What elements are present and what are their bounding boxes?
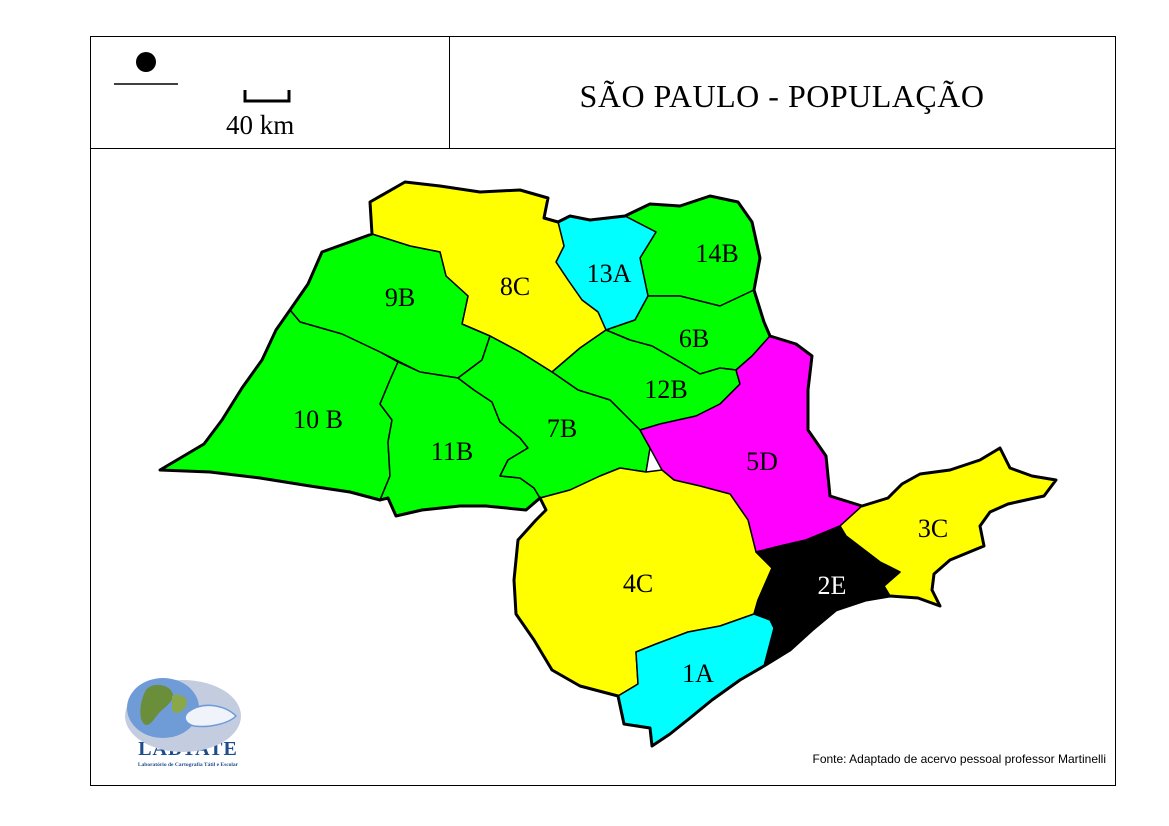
- label-5D: 5D: [746, 447, 778, 476]
- scale-bar: [243, 90, 291, 103]
- label-8C: 8C: [500, 272, 530, 301]
- label-11B: 11B: [431, 437, 473, 466]
- state-outline: [158, 180, 1058, 748]
- label-10B: 10 B: [293, 405, 343, 434]
- label-4C: 4C: [623, 569, 653, 598]
- label-12B: 12B: [644, 375, 687, 404]
- map-frame: [90, 36, 1116, 786]
- label-3C: 3C: [918, 514, 948, 543]
- scale-label: 40 km: [226, 110, 295, 140]
- source-note: Fonte: Adaptado de acervo pessoal profes…: [812, 752, 1106, 766]
- label-7B: 7B: [547, 414, 577, 443]
- label-2E: 2E: [818, 571, 847, 600]
- labtate-logo-globe: [125, 678, 241, 752]
- label-1A: 1A: [682, 659, 714, 688]
- label-6B: 6B: [679, 324, 709, 353]
- header-vertical-divider: [449, 36, 450, 148]
- map-title: SÃO PAULO - POPULAÇÃO: [579, 78, 985, 114]
- label-13A: 13A: [587, 259, 632, 288]
- label-9B: 9B: [385, 283, 415, 312]
- legend-dot-symbol: [136, 52, 156, 72]
- logo-subtitle: Laboratório de Cartografia Tátil e Escol…: [137, 762, 239, 768]
- header-divider: [90, 148, 1116, 149]
- label-14B: 14B: [695, 239, 738, 268]
